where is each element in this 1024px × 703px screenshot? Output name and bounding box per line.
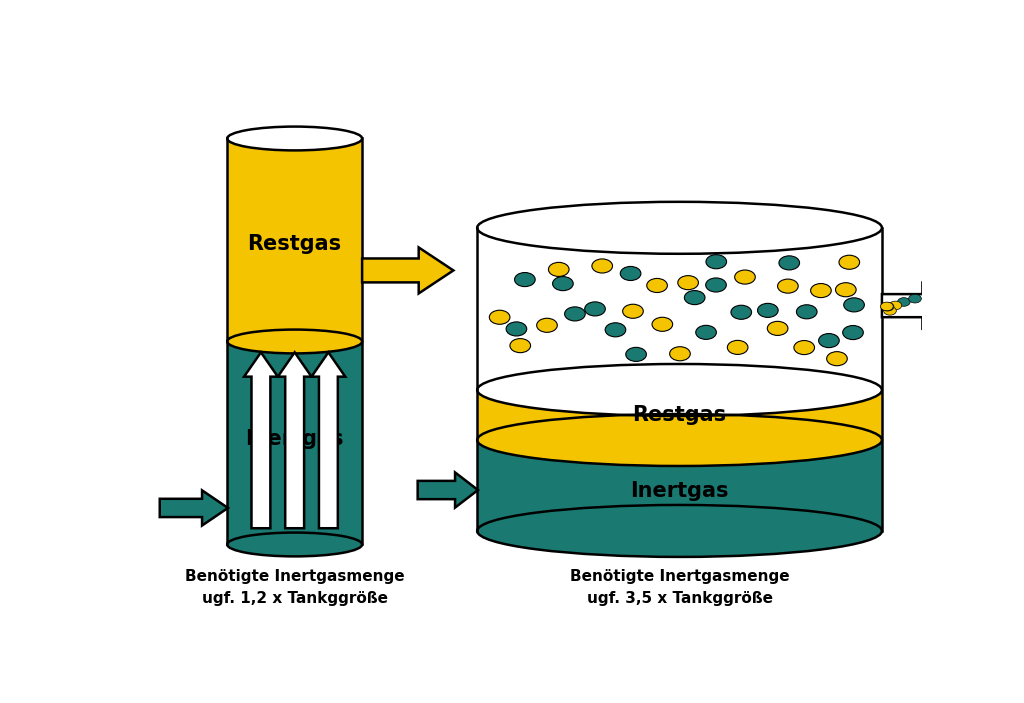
Circle shape bbox=[897, 297, 910, 307]
Circle shape bbox=[684, 290, 705, 304]
Circle shape bbox=[727, 340, 748, 354]
Circle shape bbox=[537, 318, 557, 333]
Circle shape bbox=[811, 283, 831, 297]
Circle shape bbox=[706, 278, 726, 292]
Text: Inertgas: Inertgas bbox=[246, 429, 344, 449]
Polygon shape bbox=[477, 390, 882, 440]
Circle shape bbox=[647, 278, 668, 292]
Polygon shape bbox=[160, 491, 228, 526]
Text: Inertgas: Inertgas bbox=[631, 481, 729, 501]
Circle shape bbox=[695, 325, 717, 340]
Circle shape bbox=[549, 262, 569, 276]
Circle shape bbox=[670, 347, 690, 361]
Ellipse shape bbox=[227, 533, 362, 556]
Circle shape bbox=[881, 302, 893, 311]
Circle shape bbox=[908, 295, 922, 303]
Polygon shape bbox=[227, 342, 362, 544]
Circle shape bbox=[621, 266, 641, 280]
Text: Restgas: Restgas bbox=[633, 405, 727, 425]
Circle shape bbox=[794, 340, 814, 354]
Polygon shape bbox=[477, 440, 882, 531]
Circle shape bbox=[734, 270, 756, 284]
Ellipse shape bbox=[477, 364, 882, 416]
Text: Benötigte Inertgasmenge
ugf. 3,5 x Tankggröße: Benötigte Inertgasmenge ugf. 3,5 x Tankg… bbox=[569, 569, 790, 606]
Circle shape bbox=[836, 283, 856, 297]
Circle shape bbox=[797, 305, 817, 319]
Ellipse shape bbox=[477, 505, 882, 557]
Ellipse shape bbox=[227, 330, 362, 354]
Circle shape bbox=[592, 259, 612, 273]
Circle shape bbox=[564, 307, 586, 321]
Ellipse shape bbox=[227, 127, 362, 150]
Circle shape bbox=[758, 303, 778, 318]
Circle shape bbox=[839, 255, 859, 269]
Polygon shape bbox=[244, 352, 278, 528]
Circle shape bbox=[818, 333, 840, 347]
Circle shape bbox=[777, 279, 798, 293]
Polygon shape bbox=[278, 352, 311, 528]
Circle shape bbox=[779, 256, 800, 270]
Circle shape bbox=[767, 321, 787, 335]
Circle shape bbox=[626, 347, 646, 361]
Polygon shape bbox=[227, 138, 362, 342]
Circle shape bbox=[506, 322, 526, 336]
Circle shape bbox=[882, 302, 894, 311]
Circle shape bbox=[515, 273, 536, 287]
Ellipse shape bbox=[477, 414, 882, 466]
Polygon shape bbox=[882, 283, 951, 328]
Circle shape bbox=[585, 302, 605, 316]
Circle shape bbox=[884, 307, 896, 315]
Circle shape bbox=[489, 310, 510, 324]
Circle shape bbox=[623, 304, 643, 318]
Text: Benötigte Inertgasmenge
ugf. 1,2 x Tankggröße: Benötigte Inertgasmenge ugf. 1,2 x Tankg… bbox=[185, 569, 404, 606]
Circle shape bbox=[605, 323, 626, 337]
Circle shape bbox=[843, 325, 863, 340]
Circle shape bbox=[889, 301, 902, 310]
Circle shape bbox=[844, 298, 864, 312]
Circle shape bbox=[731, 305, 752, 319]
Circle shape bbox=[706, 254, 727, 269]
Circle shape bbox=[510, 339, 530, 353]
Polygon shape bbox=[311, 352, 345, 528]
Polygon shape bbox=[362, 247, 454, 293]
Polygon shape bbox=[477, 228, 882, 390]
Circle shape bbox=[826, 352, 847, 366]
Ellipse shape bbox=[477, 202, 882, 254]
Circle shape bbox=[553, 276, 573, 290]
Text: Restgas: Restgas bbox=[248, 234, 342, 254]
Polygon shape bbox=[418, 472, 478, 508]
Circle shape bbox=[678, 276, 698, 290]
Circle shape bbox=[652, 317, 673, 331]
